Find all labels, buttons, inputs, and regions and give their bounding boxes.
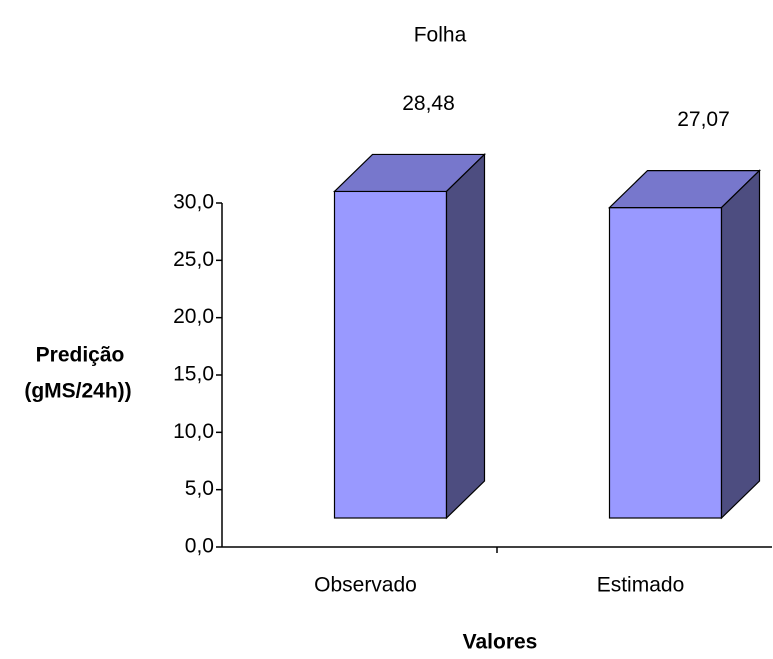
x-axis-label: Valores bbox=[463, 631, 538, 654]
y-axis-label: Predição bbox=[36, 344, 125, 367]
chart-title: Folha bbox=[414, 24, 467, 47]
bar bbox=[333, 190, 448, 519]
y-tick-label: 30,0 bbox=[173, 191, 214, 214]
x-tick-label: Estimado bbox=[597, 574, 685, 597]
x-tick-label: Observado bbox=[314, 574, 417, 597]
bar bbox=[608, 206, 723, 519]
y-tick-label: 0,0 bbox=[185, 535, 214, 558]
value-label: 28,48 bbox=[402, 92, 455, 115]
y-tick-label: 10,0 bbox=[173, 420, 214, 443]
bar-side bbox=[720, 169, 761, 520]
y-tick-label: 15,0 bbox=[173, 363, 214, 386]
y-tick-label: 25,0 bbox=[173, 248, 214, 271]
value-label: 27,07 bbox=[677, 108, 730, 131]
y-axis-label: (gMS/24h)) bbox=[24, 380, 131, 403]
bar-side bbox=[445, 153, 486, 520]
y-tick-label: 20,0 bbox=[173, 305, 214, 328]
y-tick-label: 5,0 bbox=[185, 477, 214, 500]
